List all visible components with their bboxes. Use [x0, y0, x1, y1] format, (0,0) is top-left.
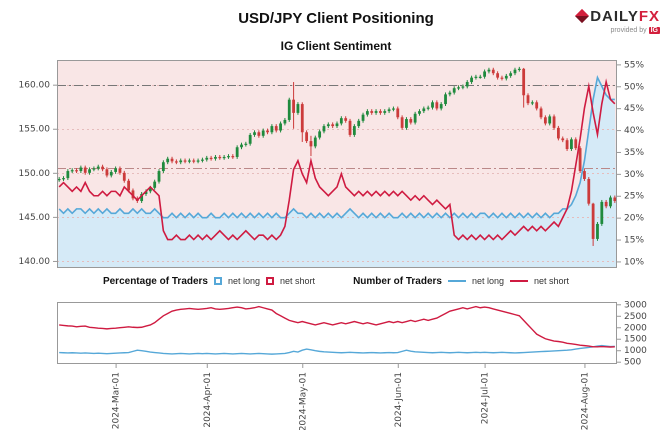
legend-num-net-short-label: net short	[534, 276, 570, 286]
chart-title: IG Client Sentiment	[280, 39, 392, 53]
traders-count-chart	[0, 292, 672, 430]
ig-logo: IG	[648, 26, 660, 35]
provided-by: provided by IG	[577, 26, 660, 35]
brand-daily-text: DAILY	[590, 8, 639, 25]
net-long-square-icon	[214, 277, 222, 285]
legend-num-net-long-label: net long	[471, 276, 505, 286]
chart-legend: Percentage of Traders net long net short…	[0, 273, 672, 289]
net-short-square-icon	[266, 277, 275, 285]
legend-number-of-traders: Number of Traders	[353, 275, 442, 287]
dailyfx-logo: DAILYFX provided by IG	[575, 8, 660, 35]
brand-fx-text: FX	[638, 8, 660, 25]
dailyfx-wordmark: DAILYFX	[575, 8, 660, 26]
legend-pct-net-short-label: net short	[280, 276, 316, 286]
legend-pct-net-long-label: net long	[228, 276, 261, 286]
legend-percentage-of-traders: Percentage of Traders	[102, 275, 208, 287]
price-sentiment-chart	[0, 50, 672, 272]
net-short-line-icon	[510, 280, 529, 282]
provided-by-text: provided by	[610, 26, 647, 34]
page-title: USD/JPY Client Positioning	[238, 10, 434, 27]
net-long-line-icon	[447, 280, 466, 282]
